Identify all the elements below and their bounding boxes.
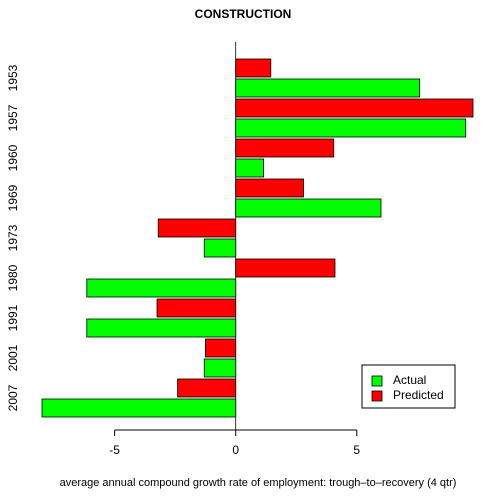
y-tick-label: 1991 bbox=[6, 304, 20, 331]
legend-label: Actual bbox=[393, 373, 426, 387]
bar bbox=[235, 258, 336, 278]
chart-title: CONSTRUCTION bbox=[195, 7, 292, 21]
bar bbox=[203, 358, 237, 378]
x-axis-label: average annual compound growth rate of e… bbox=[60, 477, 457, 489]
x-tick-label: 0 bbox=[232, 443, 239, 457]
bar bbox=[203, 238, 237, 258]
y-tick-label: 1973 bbox=[6, 224, 20, 251]
legend-swatch bbox=[371, 390, 383, 402]
bar bbox=[235, 158, 264, 178]
bar bbox=[235, 98, 474, 118]
bar bbox=[235, 78, 421, 98]
legend-swatch bbox=[371, 375, 383, 387]
bar bbox=[235, 58, 272, 78]
y-tick-label: 1969 bbox=[6, 184, 20, 211]
bar bbox=[86, 318, 237, 338]
bar bbox=[235, 138, 335, 158]
bar bbox=[235, 178, 304, 198]
y-tick-label: 1960 bbox=[6, 144, 20, 171]
y-tick-label: 2001 bbox=[6, 344, 20, 371]
bar bbox=[157, 218, 237, 238]
y-tick-label: 1980 bbox=[6, 264, 20, 291]
y-tick-label: 1957 bbox=[6, 104, 20, 131]
bar bbox=[177, 378, 237, 398]
y-tick-label: 1953 bbox=[6, 64, 20, 91]
legend-label: Predicted bbox=[393, 388, 444, 402]
x-tick-label: -5 bbox=[109, 443, 120, 457]
x-tick-label: 5 bbox=[353, 443, 360, 457]
bar bbox=[156, 298, 237, 318]
y-tick-label: 2007 bbox=[6, 384, 20, 411]
bar bbox=[205, 338, 237, 358]
bar bbox=[86, 278, 237, 298]
bar bbox=[235, 198, 382, 218]
bar bbox=[235, 118, 467, 138]
bar bbox=[41, 398, 237, 418]
